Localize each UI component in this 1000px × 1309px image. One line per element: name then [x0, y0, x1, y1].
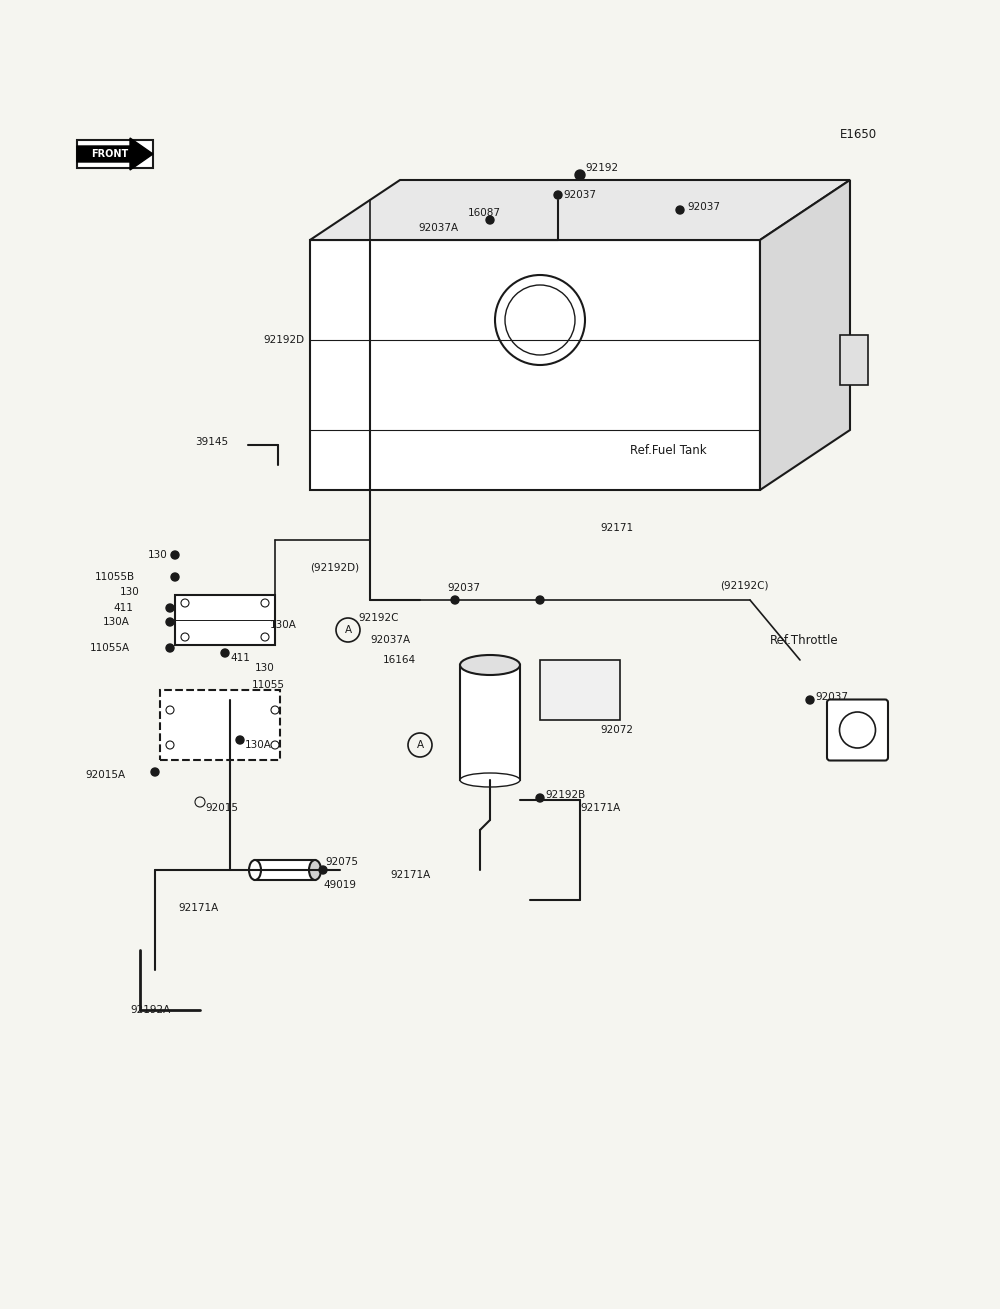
- Text: 92037A: 92037A: [370, 635, 410, 645]
- Polygon shape: [310, 181, 850, 240]
- Text: 92037: 92037: [815, 692, 848, 702]
- Circle shape: [486, 216, 494, 224]
- Text: 130A: 130A: [245, 740, 272, 750]
- FancyBboxPatch shape: [840, 335, 868, 385]
- Text: (92192D): (92192D): [310, 562, 359, 572]
- Ellipse shape: [249, 860, 261, 880]
- Circle shape: [171, 551, 179, 559]
- FancyBboxPatch shape: [540, 660, 620, 720]
- Text: 92015: 92015: [205, 802, 238, 813]
- Text: 92192C: 92192C: [358, 613, 398, 623]
- Text: 49019: 49019: [323, 880, 356, 890]
- Text: Ref.Fuel Tank: Ref.Fuel Tank: [630, 444, 707, 457]
- FancyBboxPatch shape: [175, 596, 275, 645]
- Circle shape: [151, 768, 159, 776]
- Circle shape: [319, 867, 327, 874]
- Circle shape: [236, 736, 244, 744]
- FancyBboxPatch shape: [827, 699, 888, 761]
- Text: 11055B: 11055B: [95, 572, 135, 583]
- Ellipse shape: [460, 774, 520, 787]
- Text: 92171A: 92171A: [580, 802, 620, 813]
- Polygon shape: [77, 137, 153, 170]
- Circle shape: [575, 170, 585, 181]
- Ellipse shape: [460, 654, 520, 675]
- Text: 92037: 92037: [447, 583, 480, 593]
- FancyBboxPatch shape: [255, 860, 315, 880]
- Text: 92037: 92037: [563, 190, 596, 200]
- Text: 130: 130: [120, 586, 140, 597]
- Circle shape: [166, 644, 174, 652]
- Text: 11055: 11055: [252, 679, 285, 690]
- Circle shape: [171, 573, 179, 581]
- Circle shape: [221, 649, 229, 657]
- FancyBboxPatch shape: [310, 240, 760, 490]
- Text: 92192: 92192: [585, 164, 618, 173]
- Text: 92192A: 92192A: [130, 1005, 170, 1014]
- Circle shape: [166, 618, 174, 626]
- Text: 130: 130: [255, 662, 275, 673]
- Text: 92192B: 92192B: [545, 791, 585, 800]
- Text: 16164: 16164: [383, 654, 416, 665]
- Circle shape: [554, 191, 562, 199]
- Text: Ref.Throttle: Ref.Throttle: [770, 634, 839, 647]
- Text: (92192C): (92192C): [720, 580, 768, 590]
- FancyBboxPatch shape: [460, 665, 520, 780]
- Text: 11055A: 11055A: [90, 643, 130, 653]
- Text: 411: 411: [230, 653, 250, 662]
- Text: 39145: 39145: [195, 437, 228, 446]
- Circle shape: [676, 206, 684, 213]
- Text: 92192D: 92192D: [264, 335, 305, 346]
- Polygon shape: [760, 181, 850, 490]
- Text: 92072: 92072: [600, 725, 633, 734]
- Text: 411: 411: [113, 603, 133, 613]
- Text: 92171A: 92171A: [178, 903, 218, 912]
- Text: 92171A: 92171A: [390, 870, 430, 880]
- Text: 130: 130: [148, 550, 168, 560]
- Circle shape: [166, 603, 174, 613]
- Text: 92037A: 92037A: [418, 223, 458, 233]
- Text: A: A: [416, 740, 424, 750]
- Text: 92075: 92075: [325, 857, 358, 867]
- Text: 92015A: 92015A: [85, 770, 125, 780]
- Text: 92171: 92171: [600, 524, 633, 533]
- FancyBboxPatch shape: [77, 140, 153, 168]
- Circle shape: [536, 596, 544, 603]
- Circle shape: [451, 596, 459, 603]
- FancyBboxPatch shape: [160, 690, 280, 761]
- Text: 130A: 130A: [103, 617, 130, 627]
- Circle shape: [806, 696, 814, 704]
- Text: A: A: [344, 624, 352, 635]
- Text: E1650: E1650: [840, 127, 877, 140]
- Ellipse shape: [309, 860, 321, 880]
- Text: 92037: 92037: [687, 202, 720, 212]
- Text: FRONT: FRONT: [91, 149, 129, 158]
- Circle shape: [536, 795, 544, 802]
- Text: 130A: 130A: [270, 620, 297, 630]
- Text: 16087: 16087: [468, 208, 501, 219]
